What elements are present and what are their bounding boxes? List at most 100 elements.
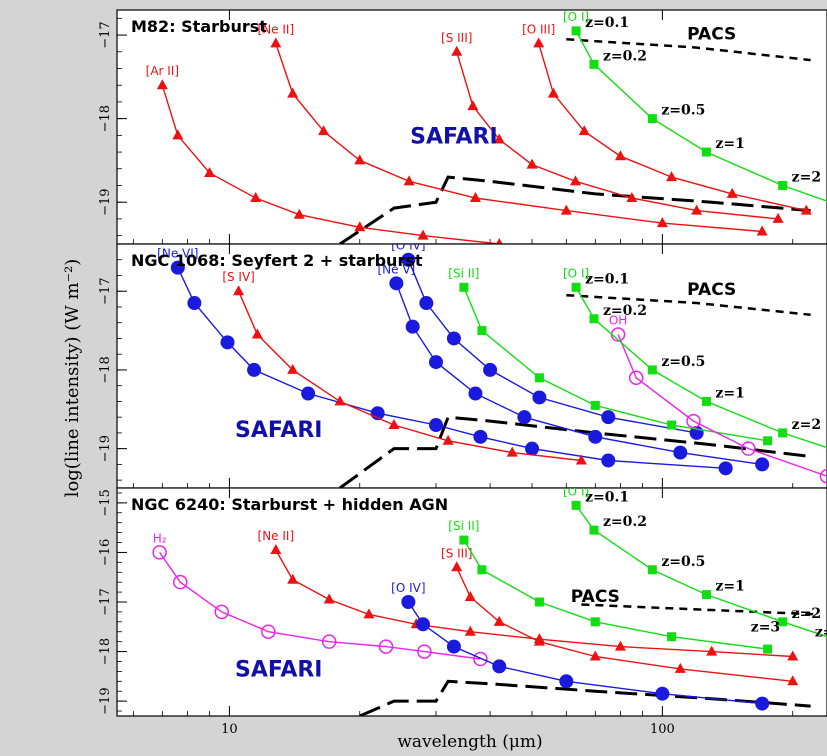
redshift-label: z=2 bbox=[792, 417, 821, 433]
series-label: [Ne VI] bbox=[157, 247, 198, 261]
series-label: [S III] bbox=[441, 546, 472, 560]
series-group: [O III] bbox=[522, 22, 812, 215]
data-point-square bbox=[647, 114, 657, 124]
chart-panel: −17 −18 −19 [Ar II] [Ne II] [S III] [O III] z=0… bbox=[98, 9, 827, 245]
y-axis-label: log(line intensity) (W m⁻²) bbox=[62, 259, 83, 498]
series-group: z=0.1 z=0.2 z=0.5 z=1 z=2 [O I] bbox=[563, 10, 827, 202]
series-line bbox=[617, 334, 827, 477]
series-line bbox=[237, 290, 582, 462]
data-point-circle bbox=[446, 331, 461, 346]
data-point-circle bbox=[718, 461, 733, 476]
series-line bbox=[463, 287, 768, 442]
chart-panel: −17 −18 −19 [Ne VI] [S IV] [O IV] [Ne V] [Si II… bbox=[98, 243, 827, 489]
series-label: [O I] bbox=[563, 266, 589, 280]
data-point-triangle bbox=[547, 87, 559, 98]
data-point-square bbox=[477, 326, 487, 336]
safari-label: SAFARI bbox=[410, 125, 498, 150]
data-point-triangle bbox=[467, 100, 479, 111]
series-group: [S III] bbox=[441, 31, 784, 223]
data-point-triangle bbox=[293, 208, 305, 219]
redshift-label: z=0.1 bbox=[585, 271, 629, 287]
panel-plot-area: [Ne VI][S IV][O IV][Ne V] [Si II]OHz=0.1z… bbox=[157, 244, 827, 488]
data-point-open-circle bbox=[261, 624, 276, 639]
series-label: [O I] bbox=[563, 10, 589, 24]
pacs-label: PACS bbox=[571, 587, 620, 607]
data-point-triangle bbox=[287, 363, 299, 374]
data-point-triangle bbox=[674, 662, 686, 673]
pacs-sensitivity-curve bbox=[566, 293, 811, 317]
data-point-square bbox=[763, 644, 773, 654]
pacs-sensitivity-curve bbox=[581, 603, 820, 616]
data-point-triangle bbox=[442, 434, 454, 445]
data-point-circle bbox=[301, 386, 316, 401]
series-group: [Ar II] bbox=[146, 64, 597, 244]
data-point-open-circle bbox=[628, 370, 644, 386]
series-group: [Ne II] bbox=[258, 22, 768, 236]
y-tick-label: −17 bbox=[98, 21, 113, 48]
data-point-triangle bbox=[354, 154, 366, 165]
data-point-open-circle bbox=[378, 639, 394, 654]
data-point-square bbox=[459, 282, 469, 292]
data-point-triangle bbox=[589, 650, 601, 661]
series-group: [O IV] bbox=[391, 581, 770, 711]
data-point-circle bbox=[755, 696, 770, 711]
data-point-square bbox=[778, 617, 788, 627]
data-point-circle bbox=[483, 362, 498, 377]
data-point-triangle bbox=[172, 129, 184, 140]
data-point-square bbox=[589, 525, 599, 535]
data-point-square bbox=[459, 535, 469, 545]
data-point-triangle bbox=[250, 192, 262, 203]
data-point-circle bbox=[416, 617, 431, 632]
panel-title: NGC 6240: Starburst + hidden AGN bbox=[131, 495, 448, 514]
data-point-circle bbox=[247, 362, 262, 377]
data-point-triangle bbox=[233, 285, 245, 296]
y-tick-label: −16 bbox=[98, 539, 113, 566]
chart-panels: −17 −18 −19 [Ar II] [Ne II] [S III] [O III] z=0… bbox=[98, 9, 827, 737]
safari-label: SAFARI bbox=[235, 657, 323, 682]
data-point-circle bbox=[401, 252, 416, 267]
data-point-circle bbox=[517, 410, 532, 425]
series-group: [Si II] bbox=[448, 519, 773, 654]
data-point-circle bbox=[187, 296, 202, 311]
data-point-triangle bbox=[578, 125, 590, 136]
y-tick-label: −15 bbox=[98, 489, 113, 516]
data-point-circle bbox=[389, 276, 404, 291]
data-point-triangle bbox=[560, 204, 572, 215]
data-point-square bbox=[477, 565, 487, 575]
data-point-triangle bbox=[270, 543, 282, 554]
data-point-square bbox=[534, 597, 544, 607]
data-point-open-circle bbox=[214, 604, 229, 620]
data-point-triangle bbox=[800, 204, 812, 215]
data-point-circle bbox=[532, 390, 547, 405]
series-group: [Si II] bbox=[448, 266, 773, 446]
redshift-label: z=0.5 bbox=[661, 554, 705, 570]
redshift-label: z=0.2 bbox=[603, 514, 647, 530]
safari-label: SAFARI bbox=[235, 418, 323, 443]
data-point-circle bbox=[601, 410, 616, 425]
redshift-label: z=1 bbox=[715, 136, 744, 152]
data-point-triangle bbox=[464, 591, 476, 602]
series-label: H₂ bbox=[153, 531, 167, 545]
data-point-triangle bbox=[388, 419, 400, 430]
data-point-triangle bbox=[323, 593, 335, 604]
data-point-circle bbox=[220, 335, 235, 350]
safari-sensitivity-curve bbox=[339, 175, 811, 244]
series-label: OH bbox=[609, 314, 627, 328]
data-point-triangle bbox=[614, 640, 626, 651]
series-group: [S III] bbox=[441, 546, 799, 686]
pacs-label: PACS bbox=[687, 280, 736, 300]
data-point-triangle bbox=[614, 150, 626, 161]
data-point-triangle bbox=[204, 166, 216, 177]
data-point-square bbox=[589, 314, 599, 324]
data-point-circle bbox=[755, 457, 770, 472]
redshift-label: z=0.1 bbox=[585, 15, 629, 31]
data-point-open-circle bbox=[686, 413, 701, 429]
redshift-label: z=0.5 bbox=[661, 354, 705, 370]
data-point-triangle bbox=[787, 675, 799, 686]
data-point-triangle bbox=[772, 212, 784, 223]
data-point-square bbox=[701, 147, 711, 157]
x-axis-label: wavelength (μm) bbox=[397, 732, 542, 752]
data-point-triangle bbox=[526, 158, 538, 169]
data-point-triangle bbox=[626, 192, 638, 203]
data-point-square bbox=[571, 26, 581, 36]
